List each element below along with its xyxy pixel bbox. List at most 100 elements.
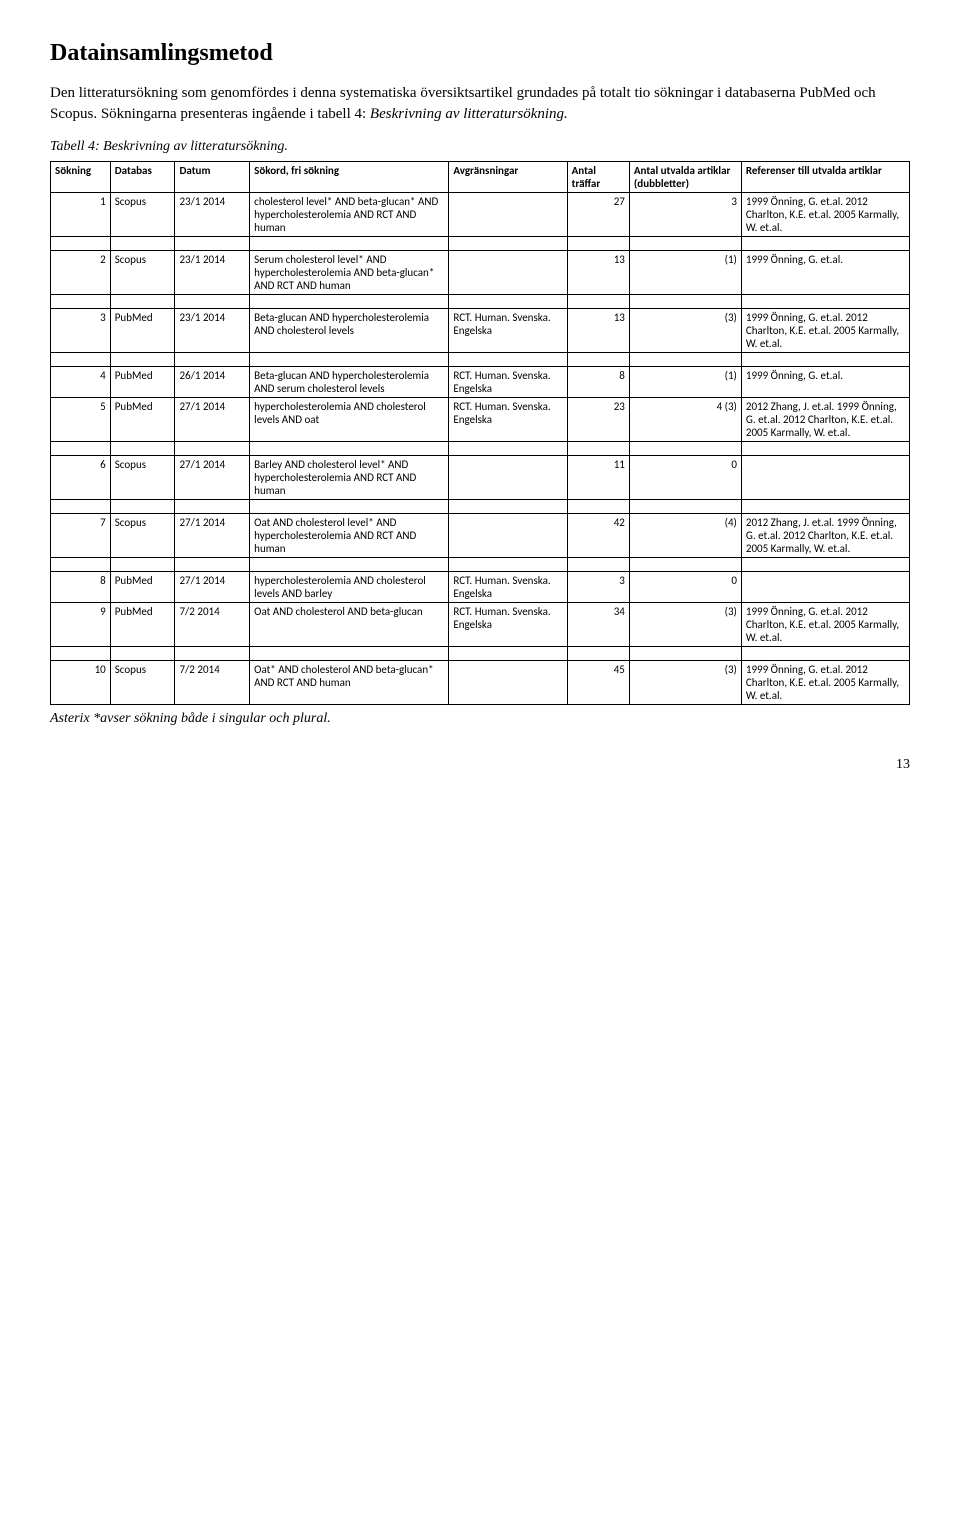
spacer-cell [629,237,741,251]
table-cell: 0 [629,456,741,500]
col-traffar: Antal träffar [567,162,629,193]
table-cell [449,514,567,558]
table-cell: 27/1 2014 [175,398,250,442]
spacer-cell [567,237,629,251]
spacer-cell [567,500,629,514]
table-cell: (3) [629,603,741,647]
table-cell: (1) [629,251,741,295]
spacer-cell [449,558,567,572]
spacer-cell [110,295,175,309]
table-cell: Oat* AND cholesterol AND beta-glucan* AN… [250,661,449,705]
table-row: 8PubMed27/1 2014hypercholesterolemia AND… [51,572,910,603]
spacer-cell [175,353,250,367]
table-cell: RCT. Human. Svenska. Engelska [449,572,567,603]
table-cell: Oat AND cholesterol AND beta-glucan [250,603,449,647]
table-cell: 23/1 2014 [175,193,250,237]
spacer-cell [110,353,175,367]
spacer-cell [51,353,111,367]
spacer-cell [741,500,909,514]
table-cell: RCT. Human. Svenska. Engelska [449,367,567,398]
table-cell: 5 [51,398,111,442]
table-cell: 1999 Önning, G. et.al. [741,367,909,398]
table-row: 4PubMed26/1 2014Beta-glucan AND hypercho… [51,367,910,398]
table-cell [741,572,909,603]
table-cell: 7/2 2014 [175,661,250,705]
table-cell: Scopus [110,251,175,295]
table-cell: 2012 Zhang, J. et.al. 1999 Önning, G. et… [741,398,909,442]
table-cell: 7 [51,514,111,558]
spacer-row [51,353,910,367]
spacer-row [51,237,910,251]
table-row: 2Scopus23/1 2014Serum cholesterol level*… [51,251,910,295]
table-cell: 10 [51,661,111,705]
spacer-cell [51,647,111,661]
spacer-cell [250,295,449,309]
spacer-cell [250,558,449,572]
spacer-cell [175,558,250,572]
table-cell: 34 [567,603,629,647]
table-cell: PubMed [110,398,175,442]
table-cell: 8 [567,367,629,398]
table-cell: 45 [567,661,629,705]
table-cell: 27/1 2014 [175,456,250,500]
table-cell: 42 [567,514,629,558]
spacer-cell [741,353,909,367]
table-cell: (4) [629,514,741,558]
table-cell: 8 [51,572,111,603]
spacer-cell [175,647,250,661]
table-cell: 23/1 2014 [175,309,250,353]
table-cell: 3 [51,309,111,353]
table-cell: 3 [629,193,741,237]
table-cell: 23/1 2014 [175,251,250,295]
spacer-cell [449,500,567,514]
footnote: Asterix *avser sökning både i singular o… [50,711,910,727]
spacer-cell [567,295,629,309]
spacer-cell [741,237,909,251]
table-cell: Scopus [110,193,175,237]
spacer-cell [629,295,741,309]
spacer-cell [250,500,449,514]
table-cell: PubMed [110,367,175,398]
table-cell: hypercholesterolemia AND cholesterol lev… [250,398,449,442]
spacer-cell [741,647,909,661]
table-header-row: Sökning Databas Datum Sökord, fri söknin… [51,162,910,193]
spacer-row [51,500,910,514]
table-cell: RCT. Human. Svenska. Engelska [449,398,567,442]
spacer-cell [175,237,250,251]
table-cell [449,661,567,705]
spacer-cell [567,558,629,572]
spacer-row [51,295,910,309]
table-cell: 27 [567,193,629,237]
spacer-cell [51,237,111,251]
table-cell: 7/2 2014 [175,603,250,647]
spacer-row [51,558,910,572]
table-cell [449,251,567,295]
spacer-cell [250,237,449,251]
table-cell: 2 [51,251,111,295]
spacer-row [51,647,910,661]
table-cell: RCT. Human. Svenska. Engelska [449,309,567,353]
table-cell: Oat AND cholesterol level* AND hyperchol… [250,514,449,558]
table-cell: (1) [629,367,741,398]
table-cell: Scopus [110,456,175,500]
spacer-cell [110,558,175,572]
spacer-cell [110,647,175,661]
table-cell: PubMed [110,603,175,647]
table-cell: hypercholesterolemia AND cholesterol lev… [250,572,449,603]
table-row: 1Scopus23/1 2014cholesterol level* AND b… [51,193,910,237]
table-cell: 1999 Önning, G. et.al. 2012 Charlton, K.… [741,309,909,353]
table-cell: PubMed [110,572,175,603]
table-caption: Tabell 4: Beskrivning av litteratursökni… [50,139,910,155]
table-row: 3PubMed23/1 2014Beta-glucan AND hypercho… [51,309,910,353]
table-row: 6Scopus27/1 2014Barley AND cholesterol l… [51,456,910,500]
table-cell: 1999 Önning, G. et.al. 2012 Charlton, K.… [741,661,909,705]
col-datum: Datum [175,162,250,193]
table-cell [449,456,567,500]
spacer-cell [250,442,449,456]
spacer-cell [629,647,741,661]
table-cell: 3 [567,572,629,603]
table-cell: 0 [629,572,741,603]
intro-italic: Beskrivning av litteratursökning. [370,106,568,122]
col-databas: Databas [110,162,175,193]
spacer-cell [567,442,629,456]
